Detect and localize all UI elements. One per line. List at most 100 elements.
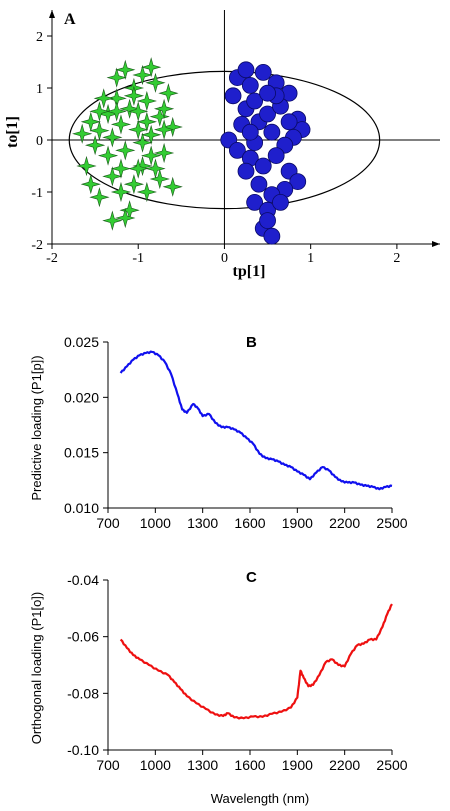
star-point — [128, 119, 149, 140]
star-point — [136, 90, 157, 112]
y-axis-arrow — [49, 10, 55, 18]
y-tick-label: -2 — [31, 238, 43, 253]
panel-a-ticks: -2 -1 0 1 2 2 1 0 -1 -2 — [31, 30, 400, 266]
y-tick-label: -0.04 — [67, 572, 99, 588]
panel-c-plot — [107, 580, 393, 751]
star-point — [89, 187, 110, 208]
confidence-ellipse — [68, 70, 381, 210]
circle-point — [246, 193, 264, 211]
circle-point — [254, 157, 272, 175]
panel-c-xlabel: Wavelength (nm) — [211, 791, 310, 806]
x-tick-label: 1000 — [140, 515, 171, 531]
x-tick-label: 2 — [393, 251, 400, 266]
star-point — [123, 174, 145, 195]
star-point — [153, 98, 175, 119]
y-tick-label: -1 — [31, 186, 43, 201]
star-point — [102, 127, 123, 148]
circle-point — [228, 141, 246, 159]
panel-a-xlabel: tp[1] — [233, 263, 266, 280]
star-point — [89, 120, 110, 141]
series-line — [119, 350, 393, 491]
star-point — [110, 181, 132, 203]
y-tick-label: 0.015 — [64, 445, 99, 461]
panel-a-ylabel: to[1] — [4, 116, 21, 148]
circle-point — [259, 105, 276, 123]
panel-c-ticks: 700 1000 1300 1600 1900 2200 2500 -0.04 -0.06 -0.… — [67, 572, 408, 773]
x-tick-label: 1 — [307, 251, 314, 266]
star-point — [102, 210, 123, 231]
panel-c: C 700 1000 1300 1600 1900 2200 2500 -0.04 -0.06 -… — [29, 569, 408, 806]
panel-b-ticks: 700 1000 1300 1600 1900 2200 2500 0.025 0.020 0.0… — [64, 334, 408, 531]
panel-b-ylabel: Predictive loading (P1[p]) — [29, 355, 44, 500]
panel-a-plot — [49, 10, 440, 247]
circle-point — [263, 123, 281, 141]
star-point — [141, 145, 162, 166]
star-point — [106, 101, 127, 122]
star-point — [80, 174, 101, 195]
star-point — [72, 123, 93, 144]
x-tick-label: 1000 — [140, 757, 171, 773]
y-tick-label: 0.020 — [64, 389, 99, 405]
star-point — [102, 166, 123, 187]
circle-point — [263, 227, 281, 245]
y-tick-label: 0 — [36, 134, 43, 149]
circle-point — [280, 113, 298, 131]
star-point — [76, 155, 97, 177]
star-point — [80, 111, 101, 132]
star-point — [162, 176, 183, 197]
star-point — [145, 72, 166, 93]
x-tick-label: 2500 — [376, 515, 407, 531]
y-tick-label: 0.010 — [64, 500, 99, 516]
y-tick-label: 2 — [36, 30, 43, 45]
star-point — [141, 57, 162, 78]
star-point — [158, 83, 179, 104]
x-tick-label: 1300 — [187, 515, 218, 531]
panel-c-letter: C — [246, 569, 257, 586]
star-point — [136, 111, 157, 132]
series-line — [119, 603, 393, 720]
x-tick-label: 0 — [221, 251, 228, 266]
star-point — [97, 145, 119, 166]
panel-b: B 700 1000 1300 1600 1900 2200 2500 0.025 0.020 0… — [29, 334, 408, 531]
star-point — [97, 103, 119, 125]
star-point — [115, 207, 136, 229]
x-tick-label: -2 — [46, 251, 58, 266]
star-point — [115, 59, 136, 80]
y-tick-label: -0.06 — [67, 629, 99, 645]
star-point — [123, 85, 145, 106]
circle-point — [272, 193, 289, 211]
star-point — [93, 88, 114, 109]
x-tick-label: 2200 — [329, 757, 360, 773]
star-point — [132, 64, 153, 86]
y-tick-label: -0.10 — [67, 742, 99, 758]
circle-point — [224, 87, 242, 105]
x-tick-label: 2200 — [329, 515, 360, 531]
y-tick-label: -0.08 — [67, 685, 99, 701]
y-tick-label: 0.025 — [64, 334, 99, 350]
x-tick-label: 1600 — [234, 757, 265, 773]
star-point — [141, 124, 162, 145]
circle-point — [267, 147, 285, 165]
star-point — [153, 119, 175, 140]
star-point — [89, 101, 110, 122]
circle-point — [250, 175, 268, 193]
panel-a: A -2 -1 0 1 2 2 1 0 -1 -2 tp[1] to[1] — [4, 10, 440, 280]
y-tick-label: 1 — [36, 82, 43, 97]
star-point — [132, 132, 153, 153]
star-point — [162, 116, 183, 138]
circle-point — [241, 123, 259, 141]
x-tick-label: 1900 — [282, 515, 313, 531]
star-point — [136, 181, 157, 203]
star-point — [128, 158, 149, 179]
circle-point — [254, 64, 272, 81]
circle-point — [241, 77, 259, 94]
star-point — [145, 158, 166, 179]
star-point — [128, 101, 149, 122]
circle-point — [246, 92, 264, 110]
panel-b-plot — [107, 342, 393, 509]
star-point — [149, 168, 170, 190]
circle-point — [259, 212, 276, 230]
star-point — [153, 142, 175, 164]
panel-a-letter: A — [64, 11, 76, 28]
